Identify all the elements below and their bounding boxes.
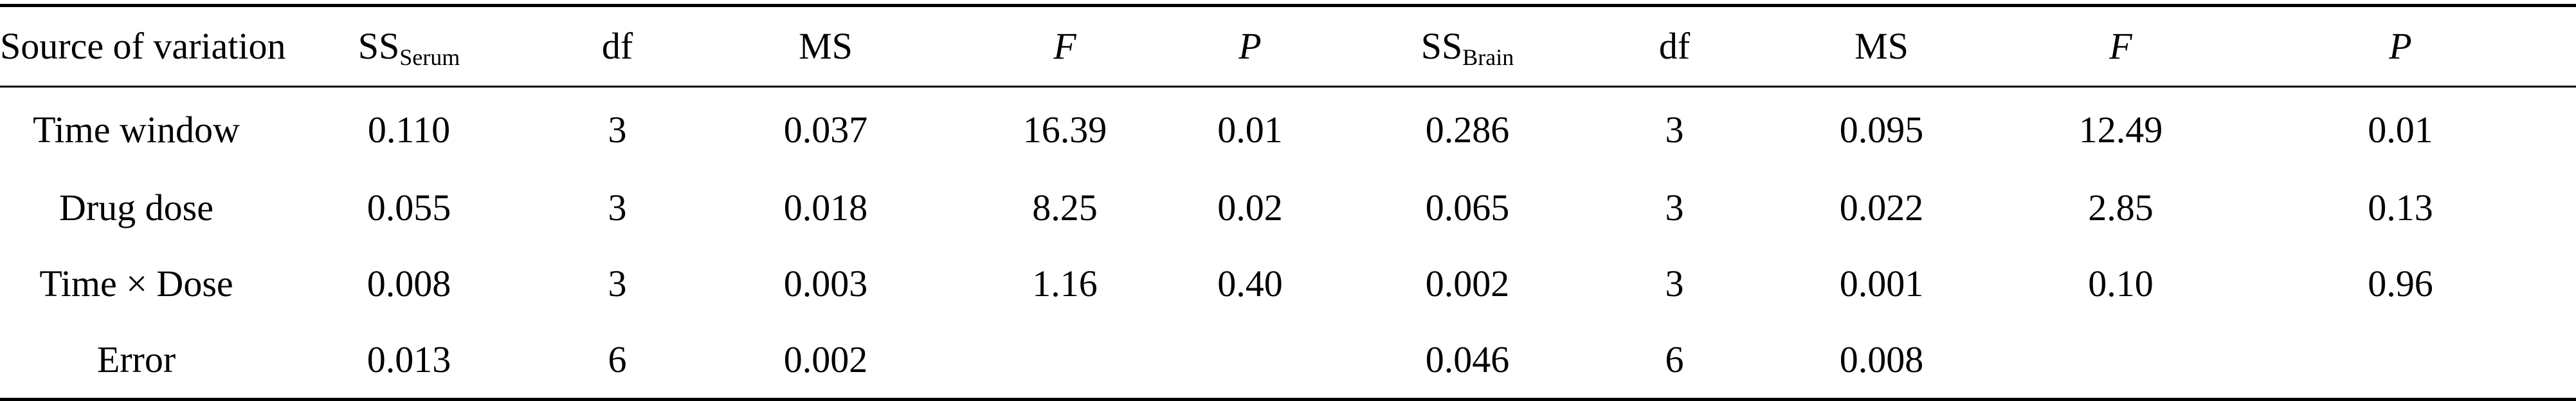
cell-ss-brain: 0.286: [1425, 109, 1510, 151]
cell-f-brain: 12.49: [2078, 109, 2163, 151]
cell-p-brain: 0.96: [2368, 263, 2433, 304]
cell-df-serum: 3: [608, 263, 627, 304]
cell-df-brain: 3: [1665, 109, 1684, 151]
cell-df-serum: 3: [608, 109, 627, 151]
col-header-p-brain: P: [2389, 25, 2412, 67]
cell-ms-serum: 0.003: [783, 263, 868, 304]
col-header-ss-brain: SSBrain: [1332, 6, 1602, 87]
cell-f-serum: 8.25: [1032, 187, 1098, 228]
col-header-ss-serum: SSSerum: [273, 6, 545, 87]
ss-brain-subscript: Brain: [1462, 44, 1514, 70]
col-header-df-serum: df: [601, 25, 633, 67]
cell-df-brain: 6: [1665, 339, 1684, 380]
col-header-f-serum: F: [1053, 25, 1076, 67]
cell-ms-brain: 0.095: [1839, 109, 1924, 151]
cell-p-brain: 0.13: [2368, 187, 2433, 228]
table-row: Time window 0.110 3 0.037 16.39 0.01 0.2…: [0, 87, 2576, 171]
col-header-ms-brain: MS: [1855, 25, 1909, 67]
cell-p-serum: [1168, 322, 1332, 400]
col-header-source: Source of variation: [0, 25, 286, 67]
cell-f-brain: 2.85: [2088, 187, 2154, 228]
table-body: Time window 0.110 3 0.037 16.39 0.01 0.2…: [0, 87, 2576, 400]
cell-p-brain: 0.01: [2368, 109, 2433, 151]
cell-ms-serum: 0.018: [783, 187, 868, 228]
cell-f-serum: [962, 322, 1168, 400]
row-source: Time × Dose: [39, 263, 233, 304]
cell-f-serum: 1.16: [1032, 263, 1098, 304]
cell-ss-brain: 0.002: [1425, 263, 1510, 304]
cell-p-serum: 0.01: [1217, 109, 1283, 151]
cell-ss-serum: 0.013: [367, 339, 451, 380]
cell-ss-serum: 0.055: [367, 187, 451, 228]
cell-f-serum: 16.39: [1022, 109, 1107, 151]
row-source: Error: [96, 339, 176, 380]
col-header-f-brain: F: [2109, 25, 2132, 67]
cell-ms-brain: 0.022: [1839, 187, 1924, 228]
cell-ss-brain: 0.065: [1425, 187, 1510, 228]
row-source: Time window: [33, 109, 240, 151]
ss-serum-main: SS: [358, 25, 400, 67]
col-header-ms-serum: MS: [799, 25, 853, 67]
cell-ms-serum: 0.002: [783, 339, 868, 380]
anova-table: Source of variation SSSerum df MS F P SS…: [0, 4, 2576, 401]
ss-brain-main: SS: [1420, 25, 1463, 67]
table-row: Time × Dose 0.008 3 0.003 1.16 0.40 0.00…: [0, 246, 2576, 322]
cell-ss-brain: 0.046: [1425, 339, 1510, 380]
cell-p-serum: 0.40: [1217, 263, 1283, 304]
page: Source of variation SSSerum df MS F P SS…: [0, 5, 2576, 400]
col-header-df-brain: df: [1658, 25, 1691, 67]
table-header: Source of variation SSSerum df MS F P SS…: [0, 5, 2576, 87]
cell-df-brain: 3: [1665, 263, 1684, 304]
cell-ms-serum: 0.037: [783, 109, 868, 151]
cell-p-brain: [2225, 322, 2576, 400]
table-row: Drug dose 0.055 3 0.018 8.25 0.02 0.065 …: [0, 170, 2576, 246]
cell-df-serum: 6: [608, 339, 627, 380]
cell-ss-serum: 0.008: [367, 263, 451, 304]
ss-serum-subscript: Serum: [399, 44, 460, 70]
cell-f-brain: 0.10: [2088, 263, 2154, 304]
header-row: Source of variation SSSerum df MS F P SS…: [0, 5, 2576, 87]
cell-ss-serum: 0.110: [367, 109, 451, 151]
cell-p-serum: 0.02: [1217, 187, 1283, 228]
cell-ms-brain: 0.001: [1839, 263, 1924, 304]
table-row: Error 0.013 6 0.002 0.046 6 0.008: [0, 322, 2576, 400]
cell-f-brain: [2017, 322, 2225, 400]
cell-df-brain: 3: [1665, 187, 1684, 228]
cell-ms-brain: 0.008: [1839, 339, 1924, 380]
col-header-p-serum: P: [1238, 25, 1262, 67]
row-source: Drug dose: [59, 187, 213, 228]
cell-df-serum: 3: [608, 187, 627, 228]
